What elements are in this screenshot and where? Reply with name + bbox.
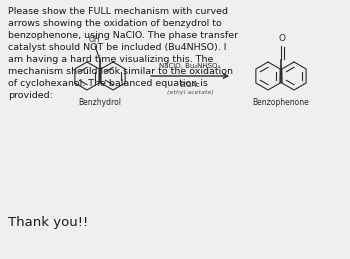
Text: Please show the FULL mechanism with curved
arrows showing the oxidation of benzy: Please show the FULL mechanism with curv… <box>8 7 238 99</box>
Text: OH: OH <box>88 35 100 44</box>
Text: EtOAc: EtOAc <box>180 82 201 88</box>
Text: Benzophenone: Benzophenone <box>253 98 309 107</box>
Text: Thank you!!: Thank you!! <box>8 216 88 229</box>
Text: (ethyl acetate): (ethyl acetate) <box>167 90 214 95</box>
Text: NaClO, Bu₄NHSO₄: NaClO, Bu₄NHSO₄ <box>160 63 220 69</box>
Text: O: O <box>279 34 286 43</box>
Text: Benzhydrol: Benzhydrol <box>78 98 121 107</box>
